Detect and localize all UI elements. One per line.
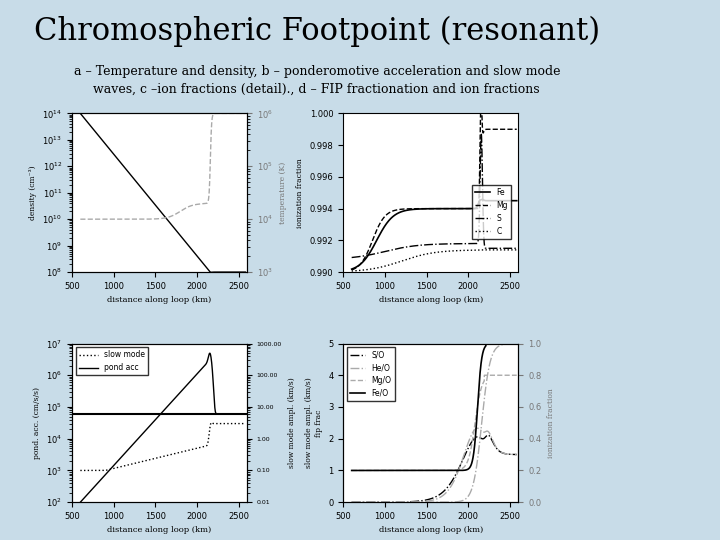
X-axis label: distance along loop (km): distance along loop (km) <box>107 526 212 535</box>
Y-axis label: pond. acc. (cm/s/s): pond. acc. (cm/s/s) <box>32 387 40 459</box>
X-axis label: distance along loop (km): distance along loop (km) <box>107 296 212 305</box>
Y-axis label: slow mode ampl. (km/s)
fip frac: slow mode ampl. (km/s) fip frac <box>305 377 323 468</box>
Text: a – Temperature and density, b – ponderomotive acceleration and slow mode
waves,: a – Temperature and density, b – pondero… <box>73 65 560 96</box>
Text: Chromospheric Footpoint (resonant): Chromospheric Footpoint (resonant) <box>34 16 600 48</box>
Y-axis label: ionization fraction: ionization fraction <box>297 158 305 228</box>
X-axis label: distance along loop (km): distance along loop (km) <box>379 526 483 535</box>
Legend: S/O, He/O, Mg/O, Fe/O: S/O, He/O, Mg/O, Fe/O <box>347 347 395 401</box>
Y-axis label: temperature (K): temperature (K) <box>279 161 287 224</box>
Y-axis label: slow mode ampl. (km/s): slow mode ampl. (km/s) <box>287 377 296 468</box>
X-axis label: distance along loop (km): distance along loop (km) <box>379 296 483 305</box>
Legend: slow mode, pond acc: slow mode, pond acc <box>76 347 148 375</box>
Legend: Fe, Mg, S, C: Fe, Mg, S, C <box>472 185 511 239</box>
Y-axis label: density (cm⁻³): density (cm⁻³) <box>29 165 37 220</box>
Y-axis label: ionization fraction: ionization fraction <box>547 388 555 458</box>
